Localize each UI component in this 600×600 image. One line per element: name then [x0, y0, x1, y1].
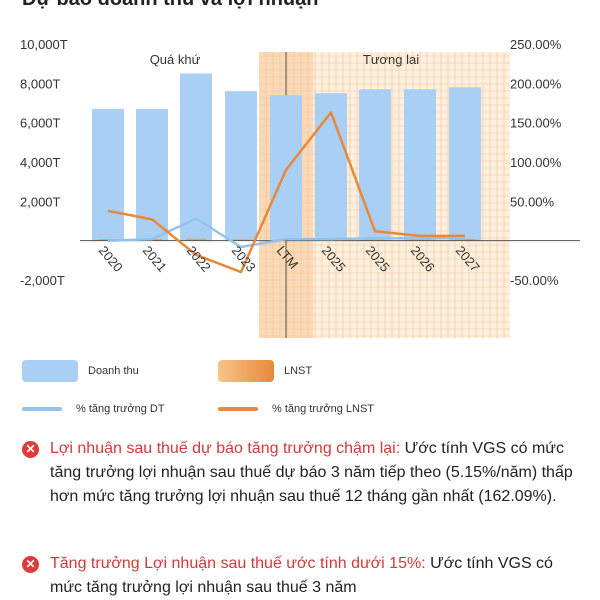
legend-label-profit: LNST	[284, 365, 313, 377]
right-axis-tick-label: -50.00%	[510, 273, 559, 288]
right-axis-tick-label: 250.00%	[510, 37, 562, 52]
x-axis-tick-label: 2022	[184, 243, 214, 275]
legend-swatch-profit-growth	[218, 407, 258, 411]
right-axis-tick-label: 50.00%	[510, 194, 555, 209]
revenue-bar	[180, 73, 212, 241]
x-circle-icon: ✕	[22, 441, 39, 458]
note-profit-under-15: ✕ Tăng trưởng Lợi nhuận sau thuế ước tín…	[22, 552, 582, 600]
x-circle-icon: ✕	[22, 556, 39, 573]
right-axis-tick-label: 150.00%	[510, 116, 562, 131]
legend-swatch-revenue-growth	[22, 407, 62, 411]
note-heading: Lợi nhuận sau thuế dự báo tăng trưởng ch…	[50, 440, 401, 457]
left-axis-tick-label: 8,000T	[20, 76, 61, 91]
profit-bar	[410, 238, 430, 241]
profit-bar	[455, 238, 475, 241]
legend-revenue[interactable]: Doanh thu	[22, 360, 139, 382]
forecast-chart: 10,000T 8,000T 6,000T 4,000T 2,000T -2,000T 25…	[20, 37, 580, 338]
profit-bar	[365, 238, 385, 241]
left-axis-tick-label: 4,000T	[20, 155, 61, 170]
page-title: Dự báo doanh thu và lợi nhuận	[22, 0, 318, 11]
profit-bar	[186, 238, 206, 241]
profit-bar	[231, 239, 251, 241]
legend-profit[interactable]: LNST	[218, 360, 312, 382]
legend-label-profit-growth: % tăng trưởng LNST	[272, 403, 375, 415]
note-profit-slowdown: ✕ Lợi nhuận sau thuế dự báo tăng trưởng …	[22, 437, 582, 509]
revenue-bar	[225, 91, 257, 241]
left-axis-tick-label: 2,000T	[20, 194, 61, 209]
x-axis-tick-label: 2020	[96, 243, 126, 275]
x-axis-tick-label: 2021	[140, 243, 170, 275]
legend-label-revenue-growth: % tăng trưởng DT	[76, 403, 165, 415]
right-axis-tick-label: 200.00%	[510, 76, 562, 91]
right-axis-tick-label: 100.00%	[510, 155, 562, 170]
revenue-bar	[359, 89, 391, 241]
note-body: Ước tính VGS có mức tăng trưởng lợi nhuậ…	[50, 440, 573, 505]
left-axis-tick-label: 10,000T	[20, 37, 68, 52]
revenue-bar	[92, 108, 124, 241]
left-axis-tick-label: 6,000T	[20, 116, 61, 131]
left-axis-tick-label: -2,000T	[20, 273, 65, 288]
revenue-bar	[449, 87, 481, 241]
revenue-bar	[404, 89, 436, 241]
revenue-bar	[315, 93, 347, 241]
legend-swatch-revenue	[22, 360, 78, 382]
legend-profit-growth[interactable]: % tăng trưởng LNST	[218, 403, 374, 415]
legend-label-revenue: Doanh thu	[88, 365, 139, 377]
legend-swatch-profit	[218, 360, 274, 382]
note-body: Ước tính VGS có mức tăng trưởng lợi nhuậ…	[50, 555, 553, 596]
note-heading: Tăng trưởng Lợi nhuận sau thuế ước tính …	[50, 555, 426, 572]
region-label-future: Tương lai	[363, 52, 419, 67]
profit-growth-line	[107, 111, 465, 274]
region-label-past: Quá khứ	[150, 52, 201, 67]
legend-revenue-growth[interactable]: % tăng trưởng DT	[22, 403, 165, 415]
